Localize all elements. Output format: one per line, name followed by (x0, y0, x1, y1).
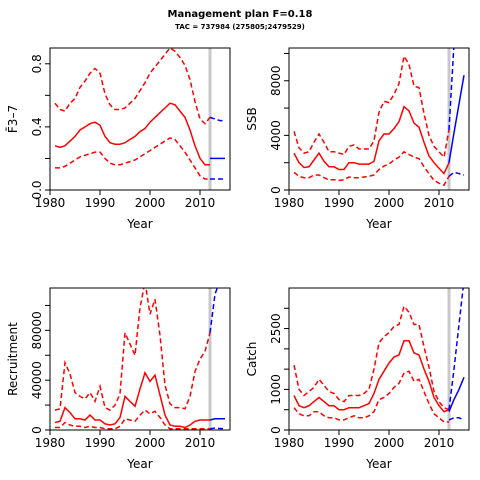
y-axis-label: F̄3–7 (6, 105, 20, 133)
y-tick-label: 80000 (30, 311, 44, 349)
history-median-line (54, 102, 210, 166)
panel-ssb: 1980 1990 2000 2010 Year 0 4000 8000 SSB (245, 47, 470, 231)
projection-lower-line (448, 171, 465, 177)
x-tick-label: 1990 (85, 196, 116, 210)
history-upper-line (54, 48, 211, 125)
plot-frame (49, 287, 231, 431)
y-tick-label: 2500 (269, 313, 283, 344)
plot-frame (288, 287, 470, 431)
projection-upper-line (209, 288, 219, 333)
y-tick-label: 0 (269, 426, 283, 434)
y-tick-label: 8000 (269, 65, 283, 96)
chart-subtitle: TAC = 737984 (275805;2479529) (175, 23, 305, 31)
history-lower-line (55, 409, 210, 430)
history-median-line (293, 105, 450, 175)
x-tick-label: 2000 (374, 436, 405, 450)
x-tick-label: 1980 (35, 436, 66, 450)
x-tick-label: 1980 (35, 196, 66, 210)
x-tick-label: 2000 (374, 196, 405, 210)
y-tick-label: 0 (30, 426, 44, 434)
x-axis-label: Year (126, 457, 152, 471)
projection-upper-line (448, 48, 455, 130)
x-tick-label: 2000 (135, 436, 166, 450)
x-axis-label: Year (126, 217, 152, 231)
history-lower-line (293, 150, 450, 187)
y-tick-label: 0.0 (30, 180, 44, 199)
y-tick-label: 40000 (30, 361, 44, 399)
projection-lower-line (448, 417, 465, 421)
projection-median-line (448, 75, 465, 163)
y-axis-label: SSB (245, 107, 259, 130)
plot-frame (49, 47, 231, 191)
y-tick-label: 0 (269, 186, 283, 194)
x-tick-label: 1990 (324, 196, 355, 210)
y-tick-label: 1000 (269, 374, 283, 405)
y-axis-label: Catch (245, 342, 259, 377)
history-upper-line (54, 288, 211, 412)
projection-lower-line (209, 427, 226, 430)
y-tick-label: 4000 (269, 120, 283, 151)
history-upper-line (293, 54, 450, 159)
x-tick-label: 1990 (85, 436, 116, 450)
x-axis-label: Year (365, 217, 391, 231)
x-tick-label: 1980 (274, 196, 305, 210)
history-upper-line (293, 304, 450, 411)
y-tick-label: 0.8 (30, 54, 44, 73)
plot-frame (288, 47, 470, 191)
history-median-line (293, 339, 450, 413)
x-tick-label: 1990 (324, 436, 355, 450)
panel-f: 1980 1990 2000 2010 Year 0.0 0.4 0.8 F̄3–7 (6, 47, 231, 231)
x-tick-label: 2000 (135, 196, 166, 210)
panel-catch: 1980 1990 2000 2010 Year 0 1000 2500 Catch (245, 287, 470, 471)
y-axis-label: Recruitment (6, 322, 20, 396)
x-tick-label: 1980 (274, 436, 305, 450)
x-tick-label: 2010 (424, 196, 455, 210)
chart-title: Management plan F=0.18 (167, 9, 313, 20)
history-lower-line (55, 137, 210, 180)
x-axis-label: Year (365, 457, 391, 471)
projection-median-line (448, 377, 465, 412)
projection-upper-line (448, 288, 464, 410)
panel-recruitment: 1980 1990 2000 2010 Year 0 40000 80000 Recruitme… (6, 287, 231, 471)
history-median-line (54, 370, 210, 429)
x-tick-label: 2010 (424, 436, 455, 450)
x-tick-label: 2010 (185, 436, 216, 450)
projection-upper-line (209, 116, 225, 122)
x-tick-label: 2010 (185, 196, 216, 210)
projection-median-line (209, 418, 225, 421)
y-tick-label: 0.4 (30, 117, 44, 136)
